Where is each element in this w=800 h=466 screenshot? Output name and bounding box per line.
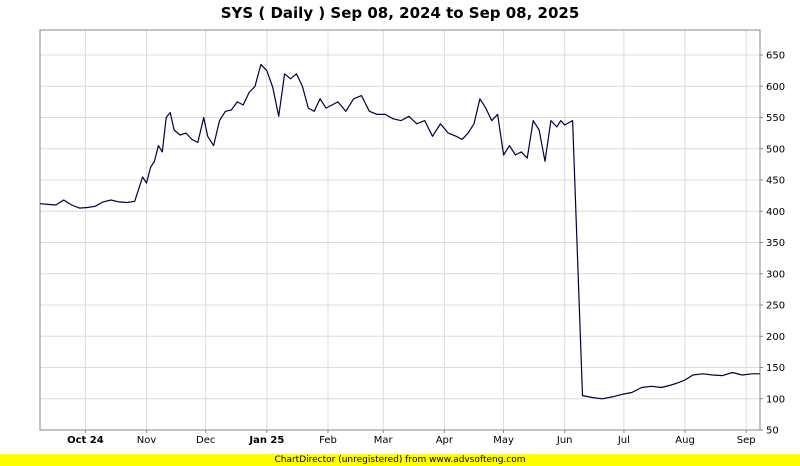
series-layer (39, 63, 760, 400)
plot-border (39, 29, 761, 431)
y-tick-label: 200 (766, 332, 785, 343)
x-tick-label: Aug (675, 435, 695, 446)
x-grid (84, 30, 747, 430)
y-grid (40, 54, 760, 431)
y-tick-label: 150 (766, 363, 785, 374)
chart-title: SYS ( Daily ) Sep 08, 2024 to Sep 08, 20… (221, 4, 580, 22)
y-tick-label: 100 (766, 394, 785, 405)
y-tick-label: 350 (766, 238, 785, 249)
x-tick-label: May (493, 435, 514, 446)
chart: SYS ( Daily ) Sep 08, 2024 to Sep 08, 20… (39, 4, 786, 446)
x-tick-label: Jul (617, 435, 630, 446)
y-axis: 50 100 150 200 250 300 350 400 450 500 550 600 650 (760, 51, 785, 437)
x-axis: Oct 24 Nov Dec Jan 25 Feb Mar Apr May Jun Jul Aug S… (67, 430, 756, 446)
x-tick-label: Sep (737, 435, 756, 446)
plot-area (40, 30, 760, 430)
x-tick-label: Dec (196, 435, 215, 446)
footer-banner: ChartDirector (unregistered) from www.ad… (0, 454, 800, 466)
y-tick-label: 650 (766, 51, 785, 62)
y-tick-label: 500 (766, 144, 785, 155)
price-line (39, 63, 760, 400)
x-tick-label: Apr (436, 435, 454, 446)
y-tick-label: 600 (766, 82, 785, 93)
x-tick-label: Mar (374, 435, 394, 446)
y-tick-label: 50 (766, 426, 779, 437)
y-tick-label: 250 (766, 301, 785, 312)
x-tick-label: Nov (137, 435, 157, 446)
x-tick-label: Jun (556, 435, 573, 446)
y-tick-label: 300 (766, 269, 785, 280)
x-tick-label: Feb (319, 435, 337, 446)
x-tick-label: Oct 24 (67, 435, 104, 446)
y-tick-label: 400 (766, 207, 785, 218)
x-tick-label: Jan 25 (248, 435, 284, 446)
y-tick-label: 450 (766, 176, 785, 187)
y-tick-label: 550 (766, 113, 785, 124)
